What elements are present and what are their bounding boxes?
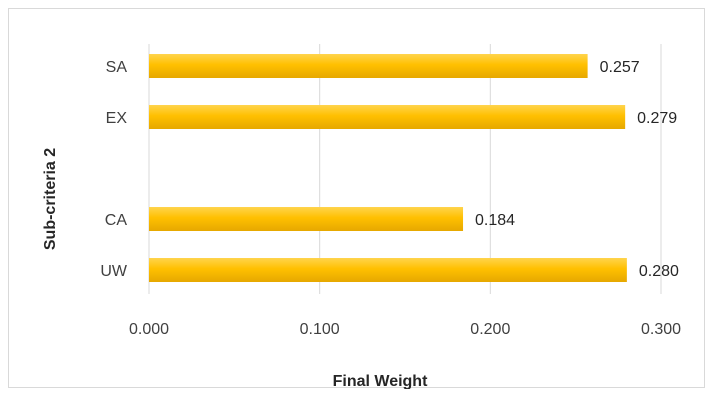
y-axis-categories: SA EX CA UW	[100, 59, 128, 280]
y-axis-title: Sub-criteria 2	[42, 148, 59, 250]
bars	[149, 54, 627, 282]
y-category-label: UW	[100, 263, 128, 280]
gridlines	[148, 44, 662, 294]
bar	[149, 258, 627, 282]
data-labels: 0.257 0.279 0.184 0.280	[475, 59, 679, 280]
x-tick-label: 0.200	[470, 321, 510, 338]
data-label: 0.280	[639, 263, 679, 280]
x-axis-title: Final Weight	[333, 373, 428, 389]
bar	[149, 207, 464, 231]
bar-chart: 0.257 0.279 0.184 0.280 SA EX CA UW 0.000 0.100…	[42, 44, 681, 389]
x-axis-ticks: 0.000 0.100 0.200 0.300	[129, 321, 681, 338]
x-tick-label: 0.000	[129, 321, 169, 338]
x-tick-label: 0.300	[641, 321, 681, 338]
bar	[149, 105, 626, 129]
data-label: 0.184	[475, 212, 515, 229]
y-category-label: CA	[105, 212, 128, 229]
data-label: 0.279	[637, 110, 677, 127]
y-category-label: SA	[106, 59, 128, 76]
y-category-label: EX	[106, 110, 128, 127]
bar	[149, 54, 588, 78]
chart-container: 0.257 0.279 0.184 0.280 SA EX CA UW 0.000 0.100…	[8, 8, 705, 389]
x-tick-label: 0.100	[300, 321, 340, 338]
data-label: 0.257	[600, 59, 640, 76]
